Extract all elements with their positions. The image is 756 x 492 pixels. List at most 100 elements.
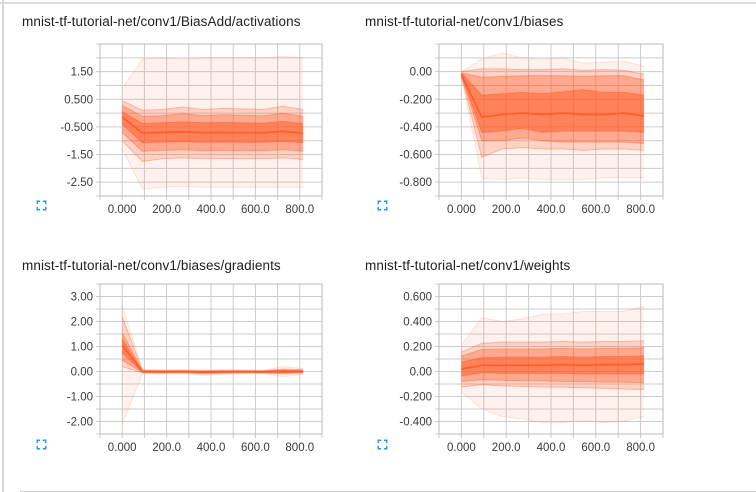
x-axis-tick-label: 600.0: [241, 442, 270, 454]
expand-chart-button[interactable]: [374, 436, 391, 453]
percentile-line: [121, 100, 304, 111]
y-axis-tick-label: 0.200: [403, 342, 432, 354]
y-axis-tick-label: 0.00: [71, 367, 93, 379]
distribution-band: [122, 100, 304, 162]
distribution-band: [122, 56, 304, 190]
y-axis-tick-label: -0.600: [399, 150, 432, 162]
plot-border: [438, 283, 664, 435]
percentile-line: [460, 75, 645, 144]
percentile-line: [461, 384, 645, 391]
percentile-line: [460, 74, 645, 133]
distribution-band: [122, 316, 304, 374]
distribution-chart[interactable]: 1.50 0.500 -0.500 -1.50 -2.50 0.000 200.0 400.0…: [20, 32, 342, 222]
median-line: [121, 116, 304, 135]
distribution-band: [122, 111, 304, 143]
distribution-band: [122, 306, 304, 424]
percentile-line: [121, 306, 304, 371]
plot-border: [99, 283, 323, 435]
x-axis-tick-label: 0.000: [447, 442, 476, 454]
chart-card-biases-gradients: mnist-tf-tutorial-net/conv1/biases/gradi…: [0, 244, 343, 492]
x-axis-tick-label: 200.0: [152, 204, 181, 216]
fullscreen-icon: [377, 439, 388, 450]
panel-top-border: [0, 2, 756, 4]
percentile-line: [460, 306, 645, 346]
y-axis-tick-label: 0.400: [403, 317, 432, 329]
x-axis-tick-label: 400.0: [197, 204, 226, 216]
x-axis-tick-label: 800.0: [626, 204, 655, 216]
distribution-chart[interactable]: 0.600 0.400 0.200 0.00 -0.200 -0.400 0.000 200.…: [359, 272, 683, 460]
chart-title: mnist-tf-tutorial-net/conv1/biases/gradi…: [22, 258, 281, 273]
y-axis-tick-label: -1.00: [67, 392, 93, 404]
distribution-chart[interactable]: 0.00 -0.200 -0.400 -0.600 -0.800 0.000 200.0 40…: [359, 32, 683, 222]
x-axis-tick-label: 800.0: [285, 204, 314, 216]
x-axis-tick-label: 800.0: [626, 442, 655, 454]
percentile-line: [461, 391, 645, 424]
y-axis-tick-label: -0.400: [399, 122, 432, 134]
distribution-band: [122, 332, 304, 373]
distribution-band: [461, 53, 644, 180]
x-axis-tick-label: 200.0: [492, 204, 521, 216]
percentile-line: [461, 52, 645, 73]
percentile-line: [121, 148, 304, 190]
fullscreen-icon: [36, 439, 47, 450]
x-axis-tick-label: 400.0: [537, 204, 566, 216]
percentile-line: [121, 140, 304, 163]
percentile-line: [121, 332, 304, 372]
percentile-line: [461, 72, 645, 96]
percentile-line: [461, 347, 645, 357]
percentile-line: [461, 72, 645, 81]
percentile-line: [461, 372, 644, 377]
expand-chart-button[interactable]: [33, 436, 50, 453]
percentile-line: [121, 373, 304, 425]
percentile-line: [460, 77, 644, 180]
percentile-line: [121, 104, 304, 117]
distribution-chart[interactable]: 3.00 2.00 1.00 0.00 -1.00 -2.00 0.000 200.0 400.…: [20, 272, 342, 460]
y-axis-tick-label: 1.50: [71, 67, 93, 79]
y-axis-tick-label: -0.200: [399, 392, 432, 404]
percentile-line: [121, 123, 304, 144]
x-axis-tick-label: 600.0: [581, 204, 610, 216]
distribution-band: [461, 73, 644, 144]
fullscreen-icon: [377, 200, 388, 211]
percentile-line: [121, 111, 304, 125]
plot-border: [438, 43, 664, 197]
x-axis-tick-label: 800.0: [285, 442, 314, 454]
x-axis-tick-label: 0.000: [447, 204, 476, 216]
percentile-line: [461, 68, 645, 75]
y-axis-tick-label: 1.00: [71, 342, 93, 354]
percentile-line: [121, 132, 304, 152]
chart-card-activations: mnist-tf-tutorial-net/conv1/BiasAdd/acti…: [0, 0, 343, 244]
y-axis-tick-label: -0.800: [399, 177, 432, 189]
median-line: [461, 363, 645, 370]
distribution-band: [461, 355, 644, 376]
y-axis-tick-label: 0.00: [410, 367, 432, 379]
y-axis-tick-label: -0.400: [399, 417, 432, 429]
distribution-band: [461, 73, 644, 133]
expand-chart-button[interactable]: [374, 197, 391, 214]
percentile-line: [121, 338, 304, 373]
percentile-line: [461, 379, 645, 384]
y-axis-tick-label: 3.00: [71, 292, 93, 304]
y-axis-tick-label: 2.00: [71, 317, 93, 329]
chart-card-biases: mnist-tf-tutorial-net/conv1/biases 0.00 -…: [343, 0, 756, 244]
chart-title: mnist-tf-tutorial-net/conv1/BiasAdd/acti…: [22, 14, 301, 29]
panel-left-border: [2, 0, 4, 492]
percentile-line: [461, 340, 645, 353]
x-axis-tick-label: 600.0: [241, 204, 270, 216]
fullscreen-icon: [36, 200, 47, 211]
distribution-band: [122, 105, 304, 152]
percentile-line: [121, 55, 304, 89]
x-axis-tick-label: 400.0: [197, 442, 226, 454]
median-line: [460, 74, 645, 119]
percentile-line: [121, 316, 304, 372]
y-axis-tick-label: -0.500: [60, 122, 93, 134]
expand-chart-button[interactable]: [33, 197, 50, 214]
x-axis-tick-label: 600.0: [581, 442, 610, 454]
y-axis-tick-label: 0.00: [410, 67, 432, 79]
x-axis-tick-label: 200.0: [492, 442, 521, 454]
plot-border: [99, 43, 323, 197]
y-axis-tick-label: 0.600: [403, 292, 432, 304]
y-axis-tick-label: -0.200: [399, 94, 432, 106]
chart-title: mnist-tf-tutorial-net/conv1/weights: [365, 258, 571, 273]
